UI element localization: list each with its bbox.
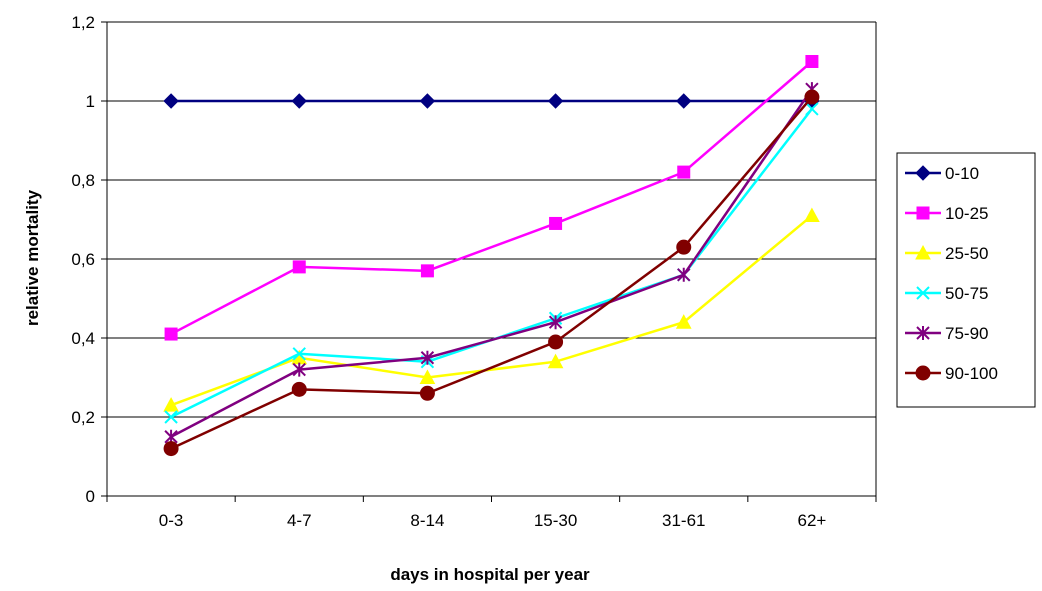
data-point bbox=[292, 260, 306, 274]
data-point bbox=[677, 267, 691, 282]
x-tick-label: 4-7 bbox=[287, 511, 312, 530]
legend-marker bbox=[915, 165, 931, 181]
legend-item: 50-75 bbox=[905, 284, 988, 303]
data-point bbox=[291, 381, 307, 397]
y-tick-label: 1,2 bbox=[71, 13, 95, 32]
legend-box bbox=[896, 152, 1036, 408]
data-point bbox=[547, 353, 564, 369]
legend-item: 0-10 bbox=[905, 164, 979, 183]
y-axis-ticks: 0 0,2 0,4 0,6 0,8 1 1,2 bbox=[71, 13, 107, 506]
data-point bbox=[163, 397, 179, 412]
data-point bbox=[805, 102, 819, 116]
x-tick-label: 0-3 bbox=[159, 511, 184, 530]
x-tick-label: 8-14 bbox=[410, 511, 444, 530]
data-point bbox=[549, 216, 563, 230]
data-point bbox=[291, 93, 307, 109]
axes bbox=[106, 22, 877, 497]
data-point bbox=[804, 207, 820, 223]
data-point bbox=[547, 93, 564, 109]
data-point bbox=[548, 315, 563, 330]
series-line bbox=[170, 88, 813, 438]
data-point bbox=[163, 441, 179, 457]
series-line bbox=[170, 96, 813, 450]
legend-label: 0-10 bbox=[945, 164, 979, 183]
legend-item: 90-100 bbox=[905, 364, 998, 383]
data-point bbox=[676, 93, 692, 109]
data-point bbox=[419, 369, 436, 384]
legend-marker bbox=[915, 365, 931, 381]
x-axis-ticks: 0-3 4-7 8-14 15-30 31-61 62+ bbox=[106, 496, 877, 530]
data-point bbox=[548, 334, 564, 350]
series-50-75 bbox=[164, 102, 819, 424]
data-point bbox=[292, 362, 306, 377]
legend-item: 25-50 bbox=[905, 244, 988, 263]
data-point bbox=[420, 264, 434, 278]
legend-label: 50-75 bbox=[945, 284, 988, 303]
y-tick-label: 0,6 bbox=[71, 250, 95, 269]
x-tick-label: 62+ bbox=[797, 511, 826, 530]
series-line bbox=[170, 214, 813, 407]
series-line bbox=[170, 60, 813, 336]
legend-marker bbox=[915, 244, 931, 260]
data-point bbox=[292, 347, 306, 361]
series-0-10 bbox=[163, 93, 820, 109]
series-75-90 bbox=[164, 82, 819, 444]
legend-item: 75-90 bbox=[905, 324, 988, 343]
x-tick-label: 31-61 bbox=[662, 511, 705, 530]
y-tick-label: 0 bbox=[86, 487, 95, 506]
data-point bbox=[676, 239, 692, 255]
y-tick-label: 1 bbox=[86, 92, 95, 111]
data-point bbox=[420, 350, 435, 365]
data-point bbox=[164, 410, 178, 424]
legend-marker bbox=[916, 206, 930, 220]
legend-marker bbox=[916, 286, 930, 300]
legend-item: 10-25 bbox=[905, 204, 988, 223]
legend-label: 75-90 bbox=[945, 324, 988, 343]
legend-label: 10-25 bbox=[945, 204, 988, 223]
series-25-50 bbox=[163, 207, 820, 412]
y-tick-label: 0,4 bbox=[71, 329, 95, 348]
series-10-25 bbox=[164, 55, 819, 341]
data-point bbox=[164, 327, 178, 341]
data-point bbox=[163, 93, 179, 109]
y-tick-label: 0,2 bbox=[71, 408, 95, 427]
data-point bbox=[419, 385, 435, 401]
series-layer bbox=[163, 55, 820, 457]
gridlines bbox=[107, 21, 876, 418]
legend: 0-10 10-25 25-50 50-75 75-90 90-100 bbox=[896, 152, 1036, 408]
data-point bbox=[677, 165, 691, 179]
series-90-100 bbox=[163, 89, 820, 457]
data-point bbox=[804, 89, 820, 105]
data-point bbox=[419, 93, 436, 109]
data-point bbox=[675, 314, 692, 329]
data-point bbox=[805, 55, 819, 68]
x-axis-label: days in hospital per year bbox=[390, 565, 590, 584]
y-axis-label: relative mortality bbox=[23, 189, 42, 326]
legend-label: 90-100 bbox=[945, 364, 998, 383]
y-tick-label: 0,8 bbox=[71, 171, 95, 190]
legend-label: 25-50 bbox=[945, 244, 988, 263]
legend-marker bbox=[916, 326, 930, 340]
x-tick-label: 15-30 bbox=[534, 511, 577, 530]
